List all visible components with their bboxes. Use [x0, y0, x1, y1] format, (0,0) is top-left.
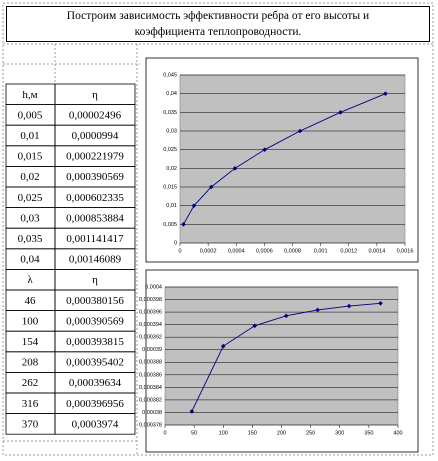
- dashed-grid: [2, 2, 434, 456]
- y-tick-label: 0: [174, 240, 177, 246]
- x-tick-label: 0,0012: [340, 248, 357, 254]
- data-point: [315, 307, 320, 313]
- x-tick-label: 100: [219, 430, 228, 436]
- cell-text: 154: [22, 336, 39, 348]
- y-tick-label: 0,000378: [139, 422, 162, 428]
- plot-area: [179, 74, 406, 244]
- x-tick-label: 400: [393, 430, 402, 436]
- x-tick-label: 0: [163, 430, 166, 436]
- title: Построим зависимость эффективности ребра…: [6, 6, 430, 42]
- y-tick-label: 0,0004: [145, 284, 162, 290]
- cell-text: h,м: [22, 89, 37, 101]
- cell-text: 0,04: [20, 254, 40, 266]
- x-tick-label: 0: [178, 248, 181, 254]
- cell-text: 0,001141417: [66, 233, 124, 245]
- x-tick-label: 350: [364, 430, 373, 436]
- data-point: [252, 323, 258, 329]
- data-point: [220, 343, 226, 349]
- cell-text: 0,000395402: [66, 357, 124, 369]
- cell-text: 0,00146089: [69, 254, 122, 266]
- y-tick-label: 0,045: [163, 72, 177, 78]
- x-tick-label: 50: [191, 430, 197, 436]
- cell-text: 0,000396956: [66, 398, 124, 410]
- cell-text: 316: [22, 398, 39, 410]
- x-tick-label: 0,0006: [256, 248, 273, 254]
- y-tick-label: 0,000382: [139, 397, 162, 403]
- data-point: [346, 303, 352, 309]
- y-tick-label: 0,000392: [139, 335, 162, 341]
- cell-text: 100: [22, 315, 39, 327]
- y-tick-label: 0,01: [166, 203, 177, 209]
- x-tick-label: 0,0002: [200, 248, 217, 254]
- x-tick-label: 0,001: [314, 248, 328, 254]
- cell-text: 0,015: [18, 151, 43, 163]
- data-point: [262, 147, 268, 152]
- y-tick-label: 0,000398: [139, 297, 162, 303]
- cell-text: 0,03: [20, 212, 40, 224]
- cell-text: 370: [22, 418, 39, 430]
- data-point: [181, 222, 186, 227]
- data-point: [283, 313, 289, 319]
- data-point: [208, 184, 214, 190]
- x-tick-label: 0,0014: [368, 248, 385, 254]
- y-tick-label: 0,005: [163, 222, 177, 228]
- y-tick-label: 0,015: [163, 184, 177, 190]
- cell-text: η: [92, 274, 98, 286]
- cell-text: 0,000221979: [66, 151, 124, 163]
- y-tick-label: 0,025: [163, 147, 177, 153]
- cell-text: 46: [25, 295, 37, 307]
- cell-text: 0,0003974: [72, 418, 119, 430]
- data-point: [189, 409, 195, 414]
- cell-text: 0,000390569: [66, 171, 124, 183]
- cell-text: 0,025: [18, 192, 43, 204]
- y-tick-label: 0,03: [166, 128, 177, 134]
- y-tick-label: 0,000394: [139, 322, 162, 328]
- cell-text: 0,00039634: [69, 377, 122, 389]
- cell-text: 0,000380156: [66, 295, 124, 307]
- y-tick-label: 0,00038: [142, 410, 162, 416]
- cell-text: 262: [22, 377, 39, 389]
- y-tick-label: 0,000388: [139, 360, 162, 366]
- y-tick-label: 0,000386: [139, 372, 162, 378]
- y-tick-label: 0,00039: [142, 347, 162, 353]
- data-line: [183, 93, 386, 225]
- data-point: [383, 91, 388, 96]
- y-tick-label: 0,035: [163, 110, 177, 116]
- cell-text: 208: [22, 357, 39, 369]
- cell-text: η: [92, 89, 98, 101]
- x-tick-label: 150: [248, 430, 257, 436]
- x-tick-label: 0,0016: [397, 248, 414, 254]
- cell-text: 0,01: [20, 130, 39, 142]
- data-point: [378, 301, 383, 306]
- data-point: [232, 166, 238, 171]
- cell-text: 0,0000994: [72, 130, 119, 142]
- plot-area: [164, 286, 399, 426]
- x-tick-label: 0,0008: [284, 248, 301, 254]
- cell-text: 0,000853884: [66, 212, 124, 224]
- data-point: [338, 110, 343, 115]
- data-point: [297, 128, 303, 134]
- cell-text: 0,000390569: [66, 315, 124, 327]
- x-tick-label: 300: [335, 430, 344, 436]
- table-cell: [54, 413, 136, 435]
- cell-text: 0,035: [18, 233, 43, 245]
- y-tick-label: 0,04: [166, 91, 177, 97]
- y-tick-label: 0,02: [166, 166, 177, 172]
- cell-text: 0,00002496: [69, 109, 122, 121]
- cell-text: λ: [27, 274, 33, 286]
- cell-text: 0,005: [18, 109, 43, 121]
- cell-text: 0,02: [20, 171, 39, 183]
- x-tick-label: 250: [306, 430, 315, 436]
- cell-text: 0,000602335: [66, 192, 124, 204]
- data-point: [191, 203, 197, 208]
- x-tick-label: 0,0004: [228, 248, 245, 254]
- y-tick-label: 0,000396: [139, 310, 162, 316]
- cell-text: 0,000393815: [66, 336, 124, 348]
- x-tick-label: 200: [277, 430, 286, 436]
- y-tick-label: 0,000384: [139, 385, 162, 391]
